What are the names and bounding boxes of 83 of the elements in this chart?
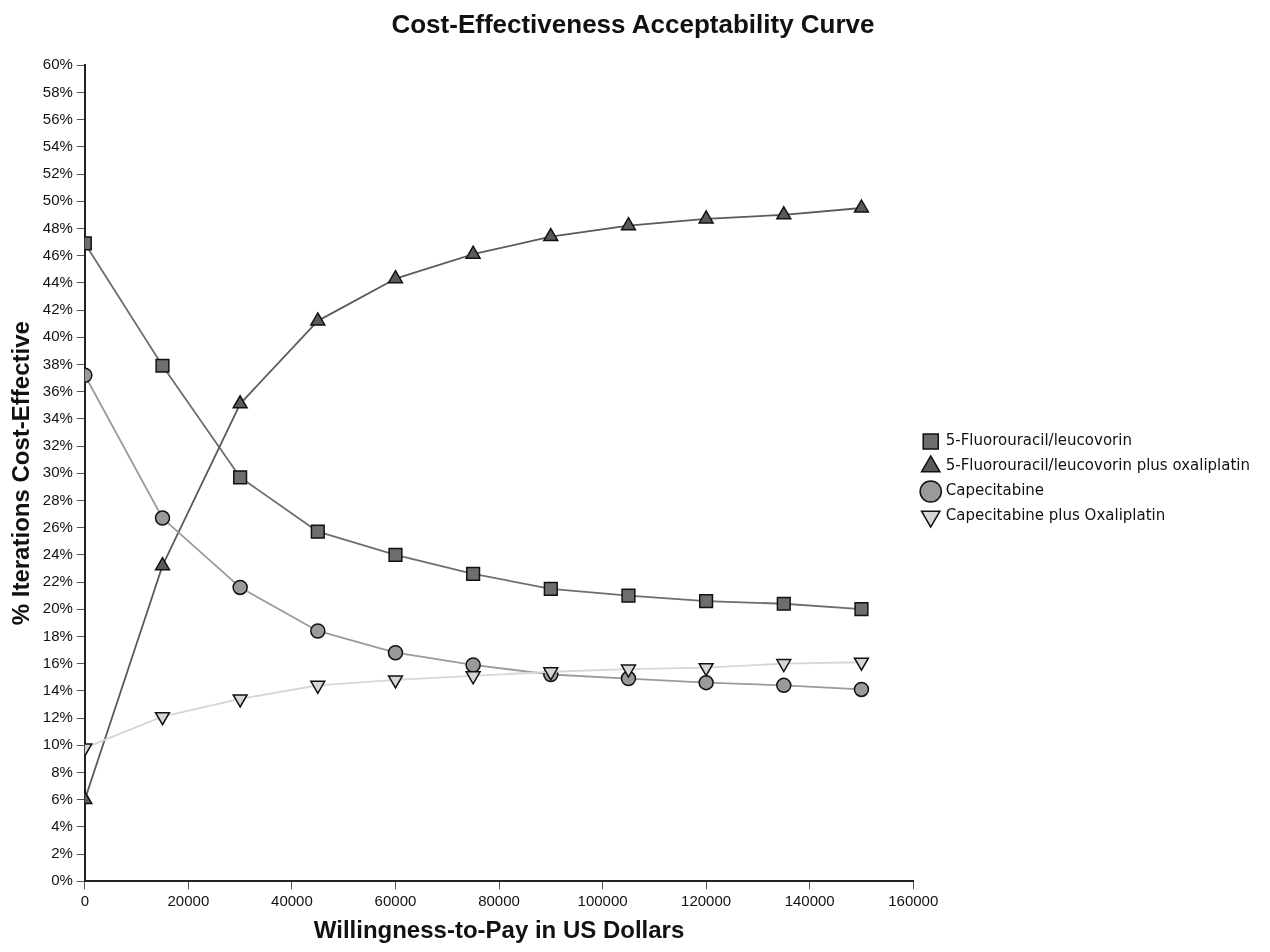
point [620,664,637,678]
y-tick-label: 26% [42,517,73,535]
y-tick-label: 60% [42,55,73,73]
x-tick-label: 100000 [577,892,628,910]
y-tick-label: 30% [42,463,73,481]
point [853,199,870,213]
point [853,657,870,671]
y-tick-label: 10% [42,735,73,753]
y-tick-label: 0% [51,871,73,889]
point [310,680,326,695]
x-tick-label: 0 [80,892,89,910]
y-tick-label: 50% [42,191,73,209]
y-tick-label: 8% [51,762,73,780]
y-tick-label: 40% [42,327,73,345]
point [388,547,403,562]
x-tick-label: 140000 [784,892,835,910]
point [310,623,326,639]
y-tick-label: 34% [42,408,73,426]
point [621,588,636,603]
y-tick-label: 56% [42,109,73,127]
x-tick-label: 160000 [888,892,939,910]
point [310,312,326,326]
x-tick-label: 80000 [478,892,520,910]
point [699,593,714,609]
point [698,210,714,224]
y-tick-label: 4% [51,816,73,834]
x-tick-label: 40000 [271,892,313,910]
y-tick-label: 52% [42,164,73,182]
point [387,675,404,689]
y-tick-label: 2% [51,844,73,862]
point [698,662,714,677]
y-tick-label: 18% [42,626,73,644]
point [776,596,791,611]
point [465,671,481,685]
x-tick-label: 20000 [167,892,210,910]
y-tick-label: 6% [51,789,73,807]
point [465,657,481,673]
y-tick-label: 48% [42,218,73,236]
point [155,358,170,373]
y-tick-label: 42% [42,300,73,318]
y-tick-label: 32% [42,436,73,454]
y-tick-label: 54% [42,136,73,154]
x-axis-title: Willingness-to-Pay in US Dollars [313,916,685,944]
point [543,581,558,596]
y-tick-label: 24% [42,544,73,562]
point [698,674,714,691]
point [776,206,792,220]
chart-title: Cost-Effectiveness Acceptability Curve [391,8,875,39]
point [854,602,869,617]
y-tick-label: 38% [42,354,73,372]
point [466,566,481,581]
point [465,245,481,259]
point [154,510,171,526]
y-tick-label: 20% [42,599,73,617]
point [310,524,325,539]
point [154,711,171,726]
y-tick-label: 58% [42,82,73,100]
legend-label: Capecitabine plus Oxaliplatin [945,506,1166,525]
point [232,694,248,708]
y-tick-label: 44% [42,272,73,290]
point [232,395,248,409]
point [387,269,404,284]
y-tick-label: 46% [42,245,73,263]
point [387,644,404,661]
point [776,658,792,673]
point [620,216,637,231]
x-tick-label: 60000 [374,892,417,910]
point [776,677,792,694]
y-tick-label: 36% [42,381,73,399]
y-tick-label: 16% [42,653,73,671]
y-tick-label: 22% [42,572,73,590]
legend-label: 5-Fluorouracil/leucovorin plus oxaliplatin [945,456,1250,475]
y-tick-label: 14% [42,680,73,698]
point [543,227,559,242]
y-tick-label: 12% [42,708,73,726]
y-axis-title: % Iterations Cost-Effective [7,321,35,626]
point [233,470,248,485]
legend-label: Capecitabine [945,481,1045,500]
point [232,579,248,596]
legend-label: 5-Fluorouracil/leucovorin [945,431,1132,450]
y-tick-label: 28% [42,490,73,508]
x-tick-label: 120000 [681,892,732,910]
point [853,681,870,698]
